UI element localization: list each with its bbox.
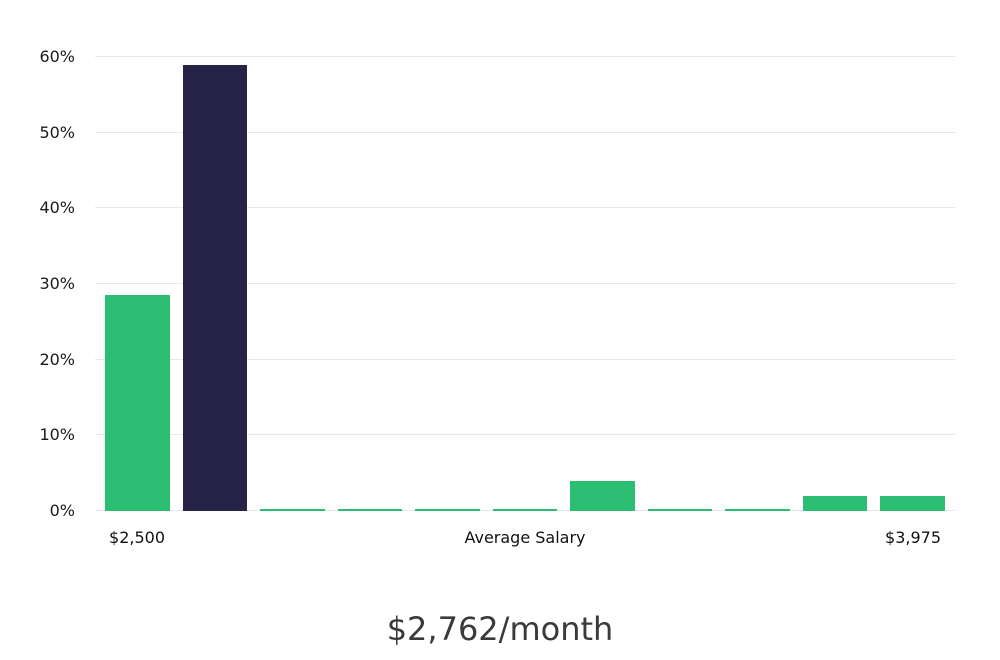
y-tick-label: 60%: [39, 47, 75, 66]
bar: [880, 495, 946, 511]
y-tick-label: 10%: [39, 425, 75, 445]
y-tick-label: 20%: [39, 349, 75, 369]
y-tick-label: 50%: [39, 122, 75, 142]
bar: [725, 508, 790, 511]
ytick-labels: 0% 10% 20% 30% 40% 50% 60%: [0, 49, 85, 519]
x-axis-title: Average Salary: [464, 528, 586, 547]
gridline: [95, 56, 955, 57]
y-tick-label: 30%: [39, 274, 75, 293]
bar: [182, 64, 248, 511]
bar: [802, 495, 868, 511]
x-tick-max-salary: $3,975: [885, 528, 941, 547]
chart-title: $2,762/month: [386, 610, 614, 648]
gridline: [95, 131, 955, 133]
bars-layer: [95, 57, 955, 511]
gridline: [95, 207, 955, 209]
x-tick-min-salary: $2,500: [109, 528, 165, 547]
x-axis-labels: $2,500 Average Salary $3,975: [95, 528, 955, 552]
bar: [337, 508, 403, 511]
bar: [492, 508, 558, 511]
plot-area: [95, 56, 955, 511]
y-tick-label: 40%: [39, 198, 75, 218]
bar: [415, 508, 480, 511]
gridline: [95, 434, 955, 436]
bar: [647, 508, 713, 511]
bar: [260, 508, 325, 511]
bar: [570, 480, 635, 511]
y-tick-label: 0%: [49, 501, 75, 520]
bar: [105, 294, 170, 511]
gridline: [95, 358, 955, 360]
gridline: [95, 283, 955, 284]
